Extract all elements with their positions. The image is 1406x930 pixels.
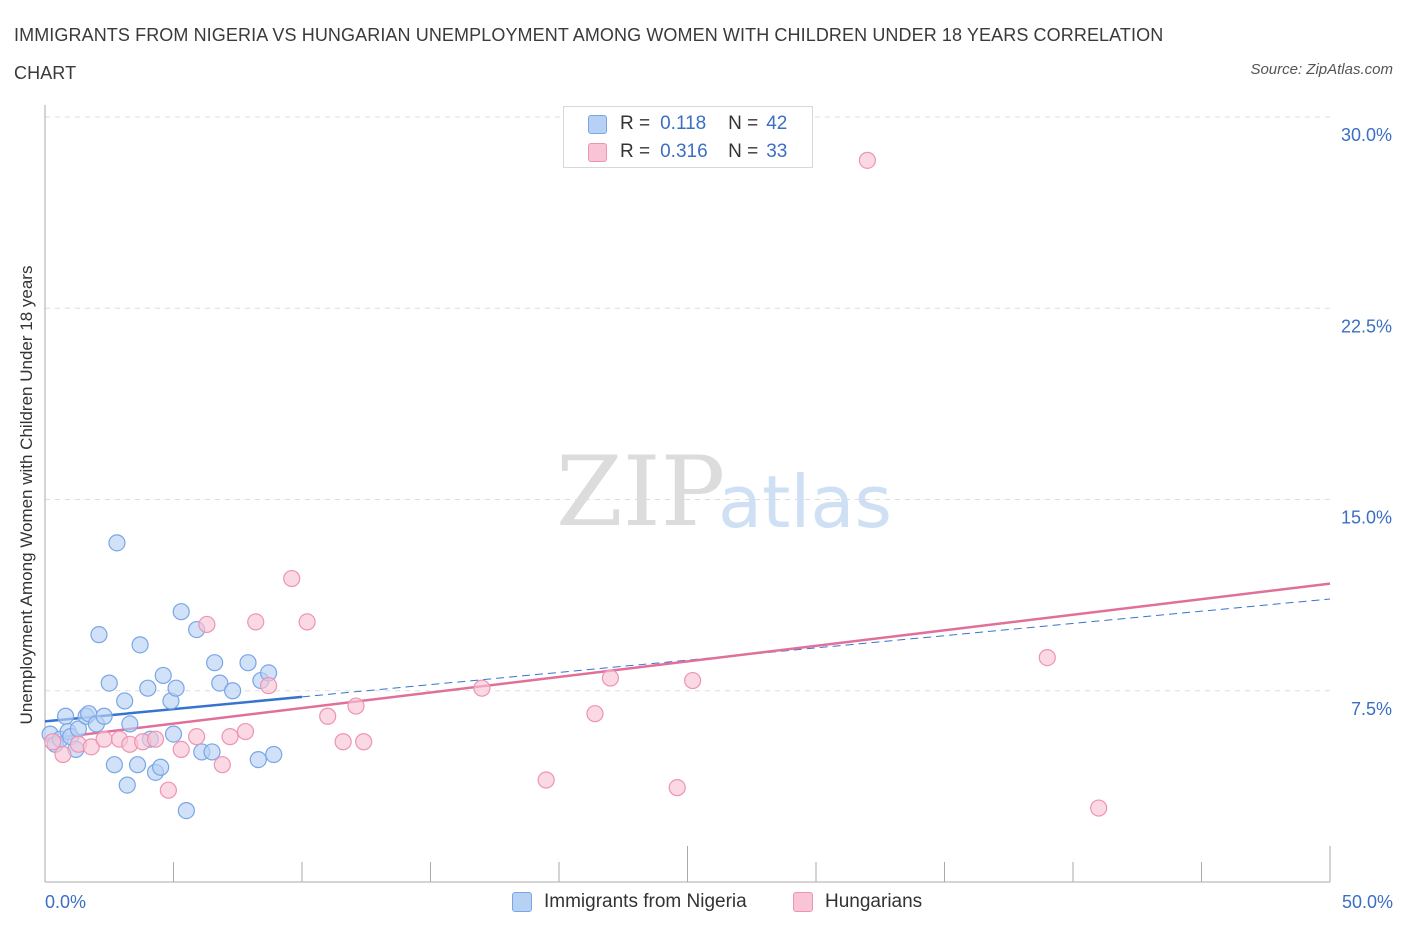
n-value: 42	[766, 113, 788, 134]
point-hungarians	[44, 733, 62, 751]
point-nigeria	[118, 776, 136, 794]
point-nigeria	[56, 707, 75, 725]
point-nigeria	[211, 674, 229, 692]
point-hungarians	[159, 781, 177, 799]
point-hungarians	[221, 728, 239, 746]
point-nigeria	[239, 654, 257, 672]
y-tick-label: 15.0%	[1341, 508, 1392, 528]
point-hungarians	[586, 705, 604, 723]
point-hungarians	[319, 707, 337, 725]
point-nigeria	[100, 674, 118, 692]
point-hungarians	[1038, 648, 1056, 667]
point-nigeria	[265, 745, 283, 764]
trend-line-dashed-nigeria	[301, 598, 1331, 698]
point-hungarians	[95, 730, 113, 748]
correlation-row-hungarians: R = 0.316 N = 33	[588, 140, 787, 164]
r-label: R =	[620, 141, 651, 162]
hungarians-swatch	[588, 142, 607, 162]
y-tick-label: 30.0%	[1341, 125, 1392, 145]
point-hungarians	[1090, 799, 1108, 817]
legend-item-nigeria[interactable]: Immigrants from Nigeria	[512, 889, 747, 915]
point-hungarians	[259, 677, 278, 695]
r-label: R =	[620, 113, 651, 134]
point-nigeria	[177, 801, 195, 820]
point-hungarians	[213, 756, 231, 774]
point-nigeria	[131, 636, 149, 654]
axes	[44, 105, 1331, 883]
point-nigeria	[167, 679, 185, 697]
point-hungarians	[54, 745, 72, 764]
x-tick-label: 50.0%	[1342, 892, 1393, 912]
legend-item-hungarians[interactable]: Hungarians	[793, 889, 922, 915]
correlation-legend: R = 0.118 N = 42 R = 0.316 N = 33	[563, 106, 813, 168]
point-hungarians	[473, 679, 491, 697]
trend-line-hungarians	[44, 582, 1331, 741]
x-tick-label: 0.0%	[45, 892, 86, 912]
point-hungarians	[537, 771, 555, 789]
chart-title: IMMIGRANTS FROM NIGERIA VS HUNGARIAN UNE…	[14, 25, 1164, 83]
point-nigeria	[121, 715, 139, 733]
gridlines	[45, 116, 1330, 692]
point-hungarians	[247, 613, 265, 631]
data-points	[41, 151, 1108, 820]
point-hungarians	[146, 730, 165, 748]
point-nigeria	[164, 725, 183, 743]
point-nigeria	[152, 758, 170, 776]
point-hungarians	[236, 722, 255, 741]
n-label: N =	[728, 141, 759, 162]
legend-label-hungarians: Hungarians	[825, 891, 923, 912]
point-hungarians	[684, 671, 702, 690]
point-nigeria	[172, 603, 190, 621]
point-nigeria	[249, 750, 267, 769]
point-hungarians	[858, 151, 877, 169]
point-nigeria	[128, 756, 147, 774]
point-nigeria	[224, 682, 242, 700]
y-tick-label: 22.5%	[1341, 316, 1392, 336]
r-value: 0.118	[660, 113, 707, 134]
point-nigeria	[95, 707, 113, 725]
trend-lines	[44, 582, 1331, 741]
point-nigeria	[105, 756, 123, 774]
point-nigeria	[116, 692, 134, 710]
y-tick-label: 7.5%	[1351, 699, 1392, 719]
point-nigeria	[203, 743, 221, 761]
n-label: N =	[728, 113, 759, 134]
r-value: 0.316	[660, 141, 708, 162]
n-value: 33	[766, 141, 788, 162]
point-hungarians	[188, 728, 206, 746]
point-hungarians	[668, 779, 686, 797]
point-nigeria	[139, 679, 157, 697]
point-hungarians	[283, 569, 301, 588]
point-hungarians	[601, 669, 620, 687]
point-hungarians	[355, 733, 373, 751]
source-label: Source: ZipAtlas.com	[1250, 61, 1393, 78]
point-hungarians	[347, 697, 365, 715]
point-hungarians	[172, 740, 190, 759]
point-hungarians	[198, 615, 216, 634]
point-nigeria	[206, 654, 224, 672]
tick-labels: 7.5% 15.0% 22.5% 30.0% 0.0% 50.0%	[45, 125, 1393, 912]
point-hungarians	[334, 733, 352, 751]
nigeria-legend-swatch	[512, 892, 532, 912]
watermark-atlas: atlas	[718, 460, 892, 544]
legend-label-nigeria: Immigrants from Nigeria	[544, 891, 747, 912]
point-nigeria	[108, 534, 126, 552]
point-hungarians	[82, 738, 100, 756]
point-hungarians	[298, 613, 316, 631]
point-nigeria	[90, 626, 108, 644]
hungarians-legend-swatch	[793, 892, 813, 912]
y-axis-title: Unemployment Among Women with Children U…	[17, 265, 36, 725]
point-nigeria	[154, 666, 172, 685]
watermark: ZIP atlas	[556, 436, 892, 548]
correlation-row-nigeria: R = 0.118 N = 42	[588, 112, 787, 136]
watermark-zip: ZIP	[556, 436, 725, 548]
nigeria-swatch	[588, 114, 607, 134]
